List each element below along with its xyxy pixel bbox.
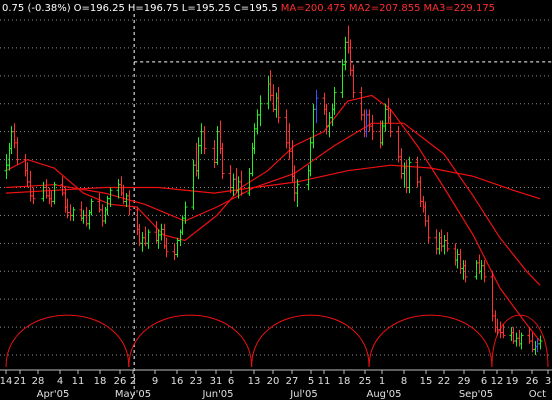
header-ma: MA=200.475 (281, 3, 346, 14)
cycle-arc (128, 314, 253, 368)
day-tick-label: 6 (481, 376, 487, 387)
ohlc-bar (202, 126, 207, 154)
x-axis: 14 21 28 4 11 18 26 2 9 16 23 31 6 13 20 27 5 11 18 25 1 8 15 2… (0, 369, 552, 400)
ohlc-bar (15, 137, 20, 166)
day-tick-label: 26 (526, 376, 539, 387)
month-tick-label: Jun'05 (201, 389, 233, 400)
day-tick-label: 22 (438, 376, 451, 387)
month-tick-label: Aug'05 (367, 389, 402, 400)
ohlc-bar (463, 260, 468, 283)
ohlc-bar (370, 114, 375, 141)
day-tick-label: 1 (379, 376, 385, 387)
day-tick-label: 6 (228, 376, 234, 387)
ohlc-bar (332, 87, 337, 115)
ohlc-bar (52, 181, 57, 205)
day-tick-label: 19 (506, 376, 519, 387)
month-tick-label: May'05 (115, 389, 151, 400)
ohlc-header: 0.75 (-0.38%) O=196.25 H=196.75 L=195.25 C=1… (2, 3, 495, 14)
ohlc-bar (445, 232, 450, 252)
day-tick-label: 20 (267, 376, 280, 387)
day-tick-label: 5 (308, 376, 314, 387)
day-tick-label: 21 (14, 376, 27, 387)
header-close: C=195.5 (234, 3, 278, 14)
header-low: L=195.25 (182, 3, 231, 14)
ohlc-bar (146, 229, 151, 249)
moving-average-ma (5, 94, 541, 342)
ohlc-bar (127, 190, 132, 216)
ohlc-bar (519, 332, 524, 350)
ohlc-bar (295, 179, 300, 208)
ohlc-bar (482, 260, 487, 283)
ohlc-bar (220, 142, 225, 180)
day-tick-label: 8 (401, 376, 407, 387)
day-tick-label: 3 (545, 376, 551, 387)
day-tick-label: 25 (359, 376, 372, 387)
day-tick-label: 28 (32, 376, 45, 387)
cycle-arc (368, 314, 493, 368)
day-tick-label: 29 (458, 376, 471, 387)
day-tick-label: 13 (248, 376, 261, 387)
ohlc-bar (276, 87, 281, 124)
header-open: O=196.25 (74, 3, 125, 14)
ohlc-bar (538, 335, 543, 350)
ohlc-bar (31, 187, 36, 205)
crosshair (133, 14, 552, 398)
header-ma3: MA3=229.175 (423, 3, 495, 14)
ohlc-bar (501, 324, 506, 339)
month-tick-label: Sep'05 (459, 389, 493, 400)
cycle-arc (5, 314, 130, 368)
ohlc-bar (407, 156, 412, 194)
day-tick-label: 12 (491, 376, 504, 387)
day-tick-label: 31 (210, 376, 223, 387)
moving-average-ma2 (5, 122, 541, 286)
day-tick-label: 18 (338, 376, 351, 387)
ohlc-bar (164, 237, 169, 258)
cycle-arcs (5, 314, 549, 368)
day-tick-label: 27 (286, 376, 299, 387)
ohlc-bar (258, 95, 263, 127)
day-tick-label: 14 (0, 376, 12, 387)
ohlc-bar (426, 215, 431, 244)
day-tick-label: 11 (72, 376, 85, 387)
ohlc-bar (71, 207, 76, 221)
ohlc-bar (183, 201, 188, 224)
ohlc-bar (351, 64, 356, 99)
header-ma2: MA2=207.855 (349, 3, 421, 14)
day-tick-label: 18 (94, 376, 107, 387)
ohlc-bar (108, 187, 113, 208)
day-tick-label: 15 (420, 376, 433, 387)
header-change: 0.75 (-0.38%) (2, 3, 71, 14)
month-tick-label: Apr'05 (37, 389, 70, 400)
ohlc-bars (4, 25, 543, 355)
day-tick-label: 9 (152, 376, 158, 387)
day-tick-label: 4 (57, 376, 63, 387)
header-high: H=196.75 (128, 3, 179, 14)
day-tick-label: 23 (190, 376, 203, 387)
day-tick-label: 16 (171, 376, 184, 387)
ohlc-bar (89, 198, 94, 216)
day-tick-label: 2 (130, 376, 136, 387)
day-tick-label: 11 (318, 376, 331, 387)
cycle-arc (251, 314, 370, 368)
ohlc-bar (314, 89, 319, 124)
month-tick-label: Oct (529, 389, 546, 400)
month-tick-label: Jul'05 (289, 389, 318, 400)
ohlc-bar (388, 109, 393, 138)
ohlc-bar (239, 170, 244, 196)
day-tick-label: 26 (114, 376, 127, 387)
